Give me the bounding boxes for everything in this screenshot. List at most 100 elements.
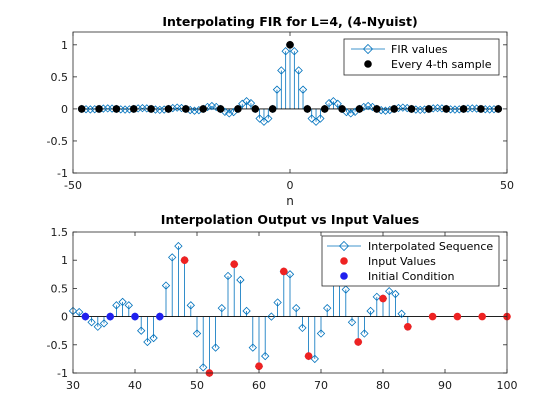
stem-diamond-marker (298, 85, 308, 94)
stem-diamond-marker (341, 285, 350, 294)
y-tick-label: 0 (61, 103, 68, 116)
stem-diamond-marker (333, 99, 342, 108)
fir-axis-ticks: -50 0 50 -1 -0.5 0 0.5 1 (47, 32, 514, 192)
stem-diamond-marker (329, 97, 338, 106)
stem-diamond-marker (294, 66, 303, 75)
input-value-dot (255, 362, 263, 371)
stem-diamond-marker (137, 326, 146, 335)
initial-condition-dot (106, 312, 114, 321)
input-value-dot (379, 294, 387, 303)
stem-diamond-marker (168, 253, 177, 262)
sample-dot (338, 105, 346, 113)
stem-diamond-marker (242, 97, 251, 106)
stem-diamond-marker (87, 318, 96, 327)
initial-legend-label: Initial Condition (368, 270, 454, 283)
sample-dot (425, 105, 433, 113)
stem-diamond-marker (225, 109, 234, 118)
sample-dot (407, 105, 416, 113)
stem-diamond-marker (272, 85, 282, 94)
stem-diamond-marker (190, 106, 199, 115)
fir-data-marks (77, 40, 503, 126)
x-tick-label: 60 (252, 379, 266, 392)
fir-subplot: Interpolating FIR for L=4, (4-Nyuist) -5… (47, 14, 514, 208)
sample-dot (355, 105, 364, 113)
sample-dot (129, 105, 138, 113)
stem-diamond-marker (223, 271, 233, 281)
sample-dot (234, 105, 242, 113)
stem-diamond-marker (186, 301, 195, 310)
stem-diamond-marker (290, 47, 299, 56)
stem-diamond-marker (143, 337, 152, 347)
stem-diamond-marker (277, 66, 286, 75)
stem-diamond-marker (310, 354, 319, 364)
initial-legend-dot-icon (340, 272, 348, 280)
stem-diamond-marker (261, 351, 270, 361)
x-tick-label: 80 (376, 379, 390, 392)
fir-legend-box (343, 38, 500, 76)
sample-dot (182, 105, 190, 113)
stem-diamond-marker (323, 303, 332, 313)
y-tick-label: 0.5 (51, 71, 69, 84)
stem-diamond-marker (149, 333, 158, 343)
y-tick-label: -1 (57, 167, 68, 180)
stem-diamond-marker (347, 318, 357, 327)
input-value-dot (404, 322, 412, 331)
stem-diamond-marker (120, 105, 130, 114)
stem-diamond-marker (248, 343, 257, 352)
x-tick-label: 30 (66, 379, 80, 392)
stem-diamond-marker (485, 105, 494, 114)
input-value-dot (304, 352, 313, 360)
fir-legend: FIR values Every 4-th sample (343, 38, 500, 76)
stem-diamond-marker (450, 105, 460, 114)
sample-dot (95, 105, 103, 113)
fir-legend-label: FIR values (391, 43, 448, 56)
stem-diamond-marker (199, 363, 208, 372)
initial-condition-dot (131, 312, 139, 321)
interp-legend-box (321, 235, 500, 287)
stem-diamond-marker (246, 98, 256, 108)
stem-diamond-marker (416, 105, 425, 115)
stem-diamond-marker (86, 105, 95, 114)
stem-diamond-marker (155, 105, 164, 115)
stem-diamond-marker (391, 289, 400, 299)
stem-diamond-marker (124, 301, 133, 310)
stem-diamond-marker (324, 98, 334, 108)
stem-diamond-marker (316, 114, 325, 123)
sample-dot (442, 105, 451, 113)
y-tick-label: 0.5 (51, 282, 69, 295)
sample-dot (199, 105, 207, 113)
y-tick-label: 1 (61, 39, 68, 52)
input-value-dot (453, 312, 462, 321)
stem-diamond-marker (397, 309, 406, 318)
sample-dot (494, 105, 503, 113)
y-tick-label: 0 (61, 311, 68, 324)
stem-diamond-marker (93, 322, 102, 331)
stem-diamond-marker (99, 319, 109, 328)
x-tick-label: 40 (128, 379, 142, 392)
x-tick-label: 50 (190, 379, 204, 392)
interp-data-marks (68, 241, 511, 378)
stem-diamond-marker (316, 329, 326, 338)
sample-legend-dot-icon (364, 60, 372, 68)
stem-diamond-marker (346, 109, 355, 118)
interp-axes-frame (72, 231, 508, 374)
y-tick-label: -0.5 (47, 135, 68, 148)
interp-axis-ticks: 30 40 50 60 70 80 90 100 -1 -0.5 0 0.5 1 1.5 (47, 226, 518, 392)
stem-diamond-marker (267, 312, 276, 321)
stem-diamond-marker (264, 114, 273, 123)
x-tick-label: -50 (64, 179, 82, 192)
sample-dot (459, 105, 468, 113)
stem-diamond-marker (192, 329, 202, 338)
input-value-dot (180, 256, 189, 265)
x-tick-label: 0 (287, 179, 294, 192)
stem-diamond-marker (307, 114, 316, 123)
interp-subplot: Interpolation Output vs Input Values 30 4… (47, 212, 518, 392)
fir-legend-diamond-icon (362, 43, 374, 55)
sample-dot (373, 105, 381, 113)
stem-diamond-marker (242, 306, 251, 316)
stem-diamond-marker (217, 303, 226, 313)
sample-dot (112, 105, 121, 113)
sample-dot (303, 105, 312, 113)
input-value-dot (230, 260, 238, 268)
stem-diamond-marker (298, 323, 307, 333)
